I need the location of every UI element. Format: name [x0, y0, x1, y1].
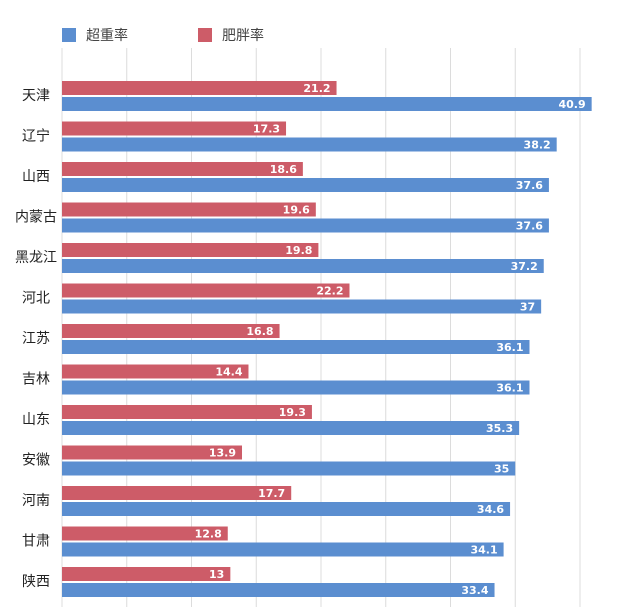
bar-overweight [62, 583, 495, 597]
category-label: 内蒙古 [15, 210, 57, 226]
data-label-obesity: 22.2 [316, 285, 343, 298]
category-label: 河南 [22, 493, 50, 509]
data-label-obesity: 17.7 [258, 487, 285, 500]
legend-label-obesity: 肥胖率 [222, 28, 264, 44]
data-label-overweight: 35.3 [486, 422, 513, 435]
category-label: 黑龙江 [15, 250, 57, 266]
category-label: 江苏 [22, 331, 50, 347]
bar-obesity [62, 243, 319, 257]
bar-overweight [62, 461, 516, 476]
bar-overweight [62, 340, 530, 354]
bar-overweight [62, 380, 530, 395]
bar-overweight [62, 502, 511, 516]
category-label: 安徽 [22, 453, 50, 469]
legend: 超重率 肥胖率 [0, 25, 621, 47]
data-label-obesity: 19.8 [285, 244, 312, 257]
data-label-obesity: 21.2 [303, 82, 330, 95]
category-label: 陕西 [22, 574, 50, 590]
data-label-obesity: 16.8 [246, 325, 273, 338]
bar-obesity [62, 486, 292, 500]
data-label-overweight: 40.9 [559, 98, 586, 111]
bar-overweight [62, 137, 557, 152]
bar-obesity [62, 567, 231, 581]
legend-item-obesity: 肥胖率 [198, 25, 264, 45]
category-label: 吉林 [22, 372, 50, 388]
data-label-overweight: 37.6 [516, 220, 543, 233]
bar-overweight [62, 421, 520, 435]
category-label: 河北 [22, 291, 50, 307]
bar-overweight [62, 299, 542, 314]
category-label: 山西 [22, 169, 50, 185]
legend-swatch-obesity [198, 28, 212, 42]
bar-obesity [62, 162, 303, 176]
data-label-overweight: 34.6 [477, 503, 504, 516]
bar-obesity [62, 526, 228, 541]
bar-obesity [62, 405, 312, 419]
bar-overweight [62, 178, 549, 192]
data-label-obesity: 13 [209, 568, 224, 581]
data-label-overweight: 37.6 [516, 179, 543, 192]
data-label-obesity: 18.6 [270, 163, 297, 176]
data-label-overweight: 33.4 [461, 584, 488, 597]
bar-overweight [62, 259, 544, 273]
bar-obesity [62, 283, 350, 298]
data-label-overweight: 36.1 [496, 382, 523, 395]
bar-obesity [62, 324, 280, 338]
bar-obesity [62, 445, 243, 460]
bar-overweight [62, 97, 592, 111]
legend-item-overweight: 超重率 [62, 25, 128, 45]
category-label: 山东 [22, 412, 50, 428]
data-label-overweight: 35 [494, 463, 509, 476]
data-label-obesity: 12.8 [195, 528, 222, 541]
data-label-overweight: 37 [520, 301, 535, 314]
data-label-overweight: 36.1 [496, 341, 523, 354]
data-label-obesity: 14.4 [215, 366, 242, 379]
category-label: 甘肃 [22, 534, 50, 550]
legend-label-overweight: 超重率 [86, 28, 128, 44]
data-label-obesity: 17.3 [253, 123, 280, 136]
bar-overweight [62, 542, 504, 557]
data-label-overweight: 37.2 [511, 260, 538, 273]
bar-obesity [62, 121, 287, 136]
bar-obesity [62, 81, 337, 95]
bar-obesity [62, 202, 316, 217]
legend-swatch-overweight [62, 28, 76, 42]
data-label-obesity: 19.6 [283, 204, 310, 217]
bar-overweight [62, 218, 549, 233]
data-label-obesity: 13.9 [209, 447, 236, 460]
data-label-obesity: 19.3 [279, 406, 306, 419]
bar-obesity [62, 364, 249, 379]
category-label: 辽宁 [22, 128, 50, 145]
data-label-overweight: 34.1 [470, 544, 497, 557]
category-label: 天津 [22, 88, 50, 104]
data-label-overweight: 38.2 [524, 139, 551, 152]
